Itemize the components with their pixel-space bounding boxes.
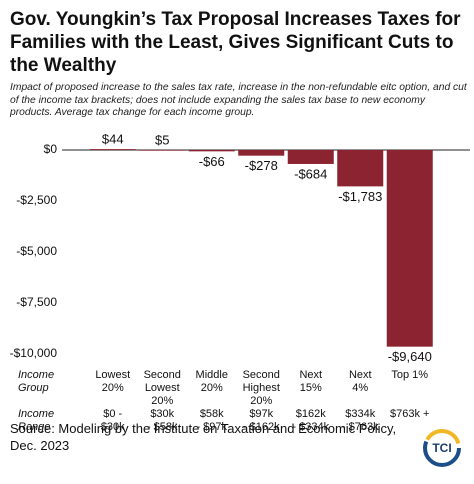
x-tick-label: Second Highest 20%: [242, 369, 280, 407]
y-tick-label: -$7,500: [16, 295, 57, 309]
value-label: $5: [155, 132, 169, 147]
bar: [386, 150, 433, 347]
row-label: Income Group: [18, 369, 55, 394]
y-tick-label: $0: [44, 142, 58, 156]
range-label: $0 - $30k: [100, 408, 125, 433]
bar: [287, 150, 334, 164]
bar: [89, 149, 136, 150]
bar: [188, 150, 235, 152]
x-tick-label: Second Lowest 20%: [143, 369, 181, 407]
range-label: $58k - $97k: [196, 408, 228, 433]
value-label: $44: [102, 132, 124, 147]
range-label: $30k - $58k: [146, 408, 178, 433]
x-tick-label: Middle 20%: [195, 369, 228, 394]
value-label: -$1,783: [338, 189, 382, 204]
logo-text: TCI: [432, 441, 451, 455]
range-label: $763k +: [390, 408, 430, 420]
value-label: -$684: [294, 166, 327, 181]
logo: TCI: [423, 429, 461, 467]
value-label: -$278: [245, 158, 278, 173]
value-label: -$66: [199, 154, 225, 169]
logo-ring: [423, 429, 461, 467]
range-label: $162k - $334k: [292, 408, 330, 433]
y-tick-label: -$2,500: [16, 193, 57, 207]
value-label: -$9,640: [388, 349, 432, 364]
row-label: Income Range: [18, 408, 55, 433]
chart-subtitle: Impact of proposed increase to the sales…: [10, 82, 467, 118]
y-tick-label: -$10,000: [10, 346, 58, 360]
source: Source: Modeling by the Institute on Tax…: [10, 421, 397, 453]
x-tick-label: Lowest 20%: [95, 369, 131, 394]
logo-ring-accent: [423, 429, 461, 467]
x-tick-label: Top 1%: [391, 369, 429, 381]
range-label: $334k - $763k: [341, 408, 379, 433]
bar: [139, 149, 186, 151]
bar: [337, 150, 384, 187]
x-tick-label: Next 15%: [299, 369, 323, 394]
bar: [238, 150, 285, 156]
chart-title: Gov. Youngkin’s Tax Proposal Increases T…: [10, 9, 461, 76]
range-label: $97k - $162k: [242, 408, 280, 433]
x-tick-label: Next 4%: [348, 369, 372, 394]
y-tick-label: -$5,000: [16, 244, 57, 258]
